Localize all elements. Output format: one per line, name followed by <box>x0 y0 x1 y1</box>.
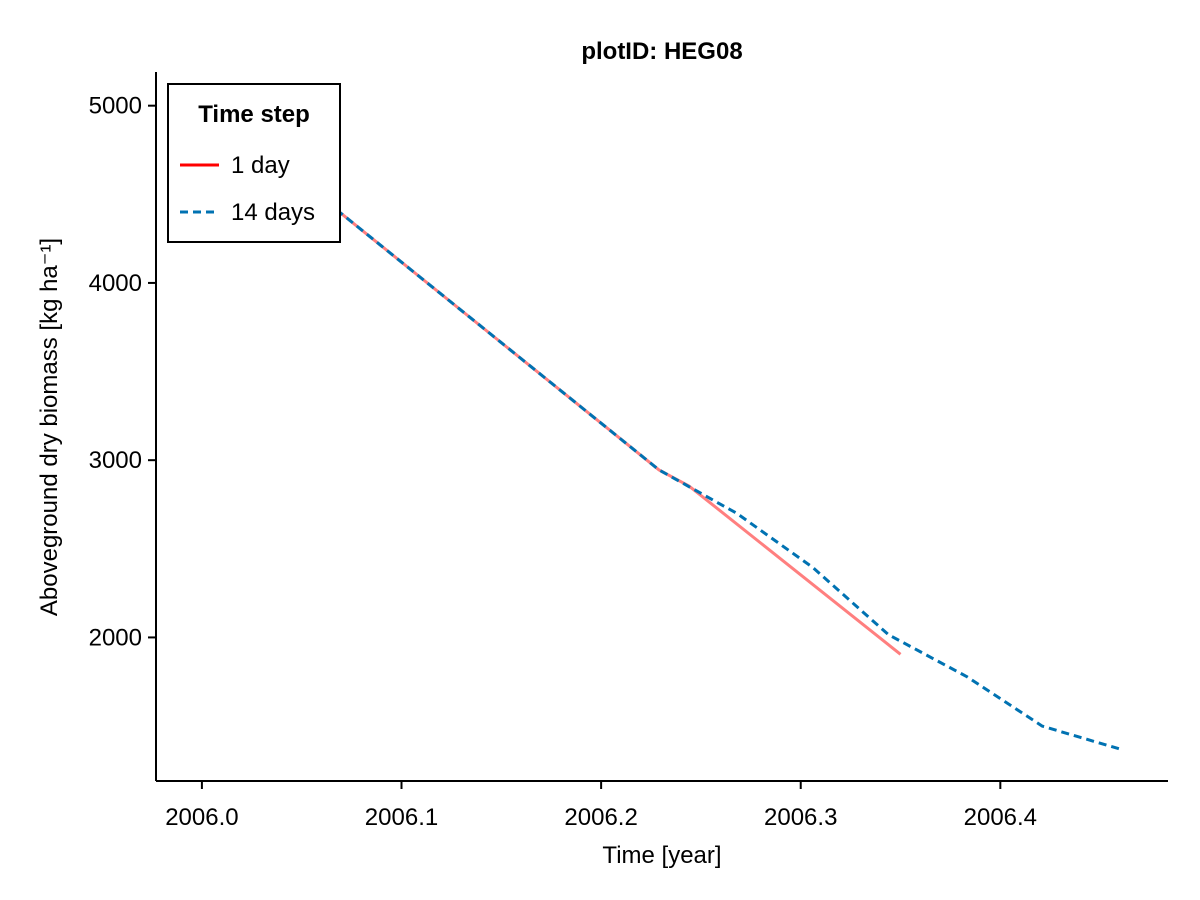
y-tick-label: 4000 <box>89 270 142 297</box>
y-tick-label: 3000 <box>89 447 142 474</box>
legend-label-2: 14 days <box>231 199 315 226</box>
series-line-2 <box>200 106 1121 751</box>
y-ticks: 2000 3000 4000 5000 <box>89 93 156 651</box>
x-axis-label: Time [year] <box>602 842 721 869</box>
x-ticks: 2006.0 2006.1 2006.2 2006.3 2006.4 <box>165 781 1037 831</box>
y-tick-label: 2000 <box>89 624 142 651</box>
legend: Time step 1 day 14 days <box>167 83 341 243</box>
x-tick-label: 2006.1 <box>365 804 438 831</box>
chart-title: plotID: HEG08 <box>581 38 742 65</box>
y-axis-label: Aboveground dry biomass [kg ha⁻¹] <box>36 238 63 616</box>
legend-title: Time step <box>198 101 310 128</box>
y-tick-label: 5000 <box>89 93 142 120</box>
x-tick-label: 2006.0 <box>165 804 238 831</box>
legend-label-1: 1 day <box>231 152 290 179</box>
legend-box <box>167 83 341 243</box>
x-tick-label: 2006.4 <box>964 804 1037 831</box>
x-tick-label: 2006.2 <box>564 804 637 831</box>
x-tick-label: 2006.3 <box>764 804 837 831</box>
legend-entries: 1 day 14 days <box>180 152 315 226</box>
